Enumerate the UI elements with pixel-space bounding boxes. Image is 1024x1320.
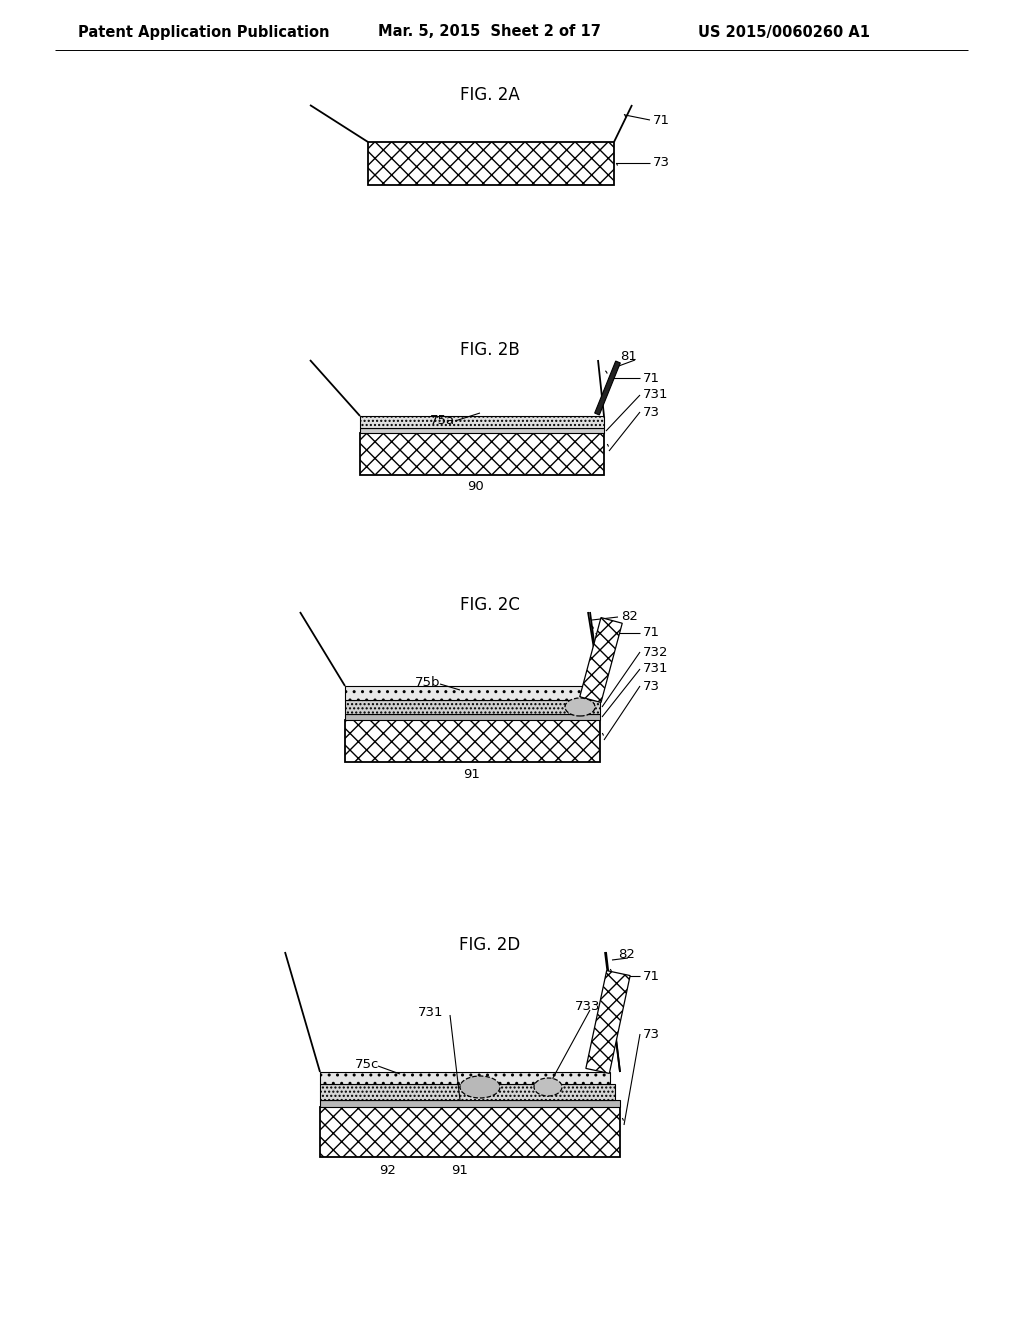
Text: 82: 82 [621,610,638,623]
Bar [319,1107,620,1158]
Text: 71: 71 [643,371,660,384]
Text: 81: 81 [620,351,637,363]
Polygon shape [586,970,630,1073]
Ellipse shape [534,1078,562,1096]
Text: 731: 731 [418,1006,443,1019]
Bar [319,1084,615,1100]
Bar [319,1100,620,1107]
Text: 75c: 75c [355,1057,379,1071]
Text: 92: 92 [380,1163,396,1176]
Text: 75a: 75a [430,413,455,426]
Bar [345,686,600,700]
Bar [360,416,604,428]
Polygon shape [580,618,623,702]
Text: FIG. 2B: FIG. 2B [460,341,520,359]
Text: 732: 732 [643,645,669,659]
Bar [360,433,604,475]
Bar [345,719,600,762]
Text: 71: 71 [653,114,670,127]
Text: 731: 731 [643,388,669,401]
Text: 91: 91 [464,767,480,780]
Text: 733: 733 [575,1001,600,1014]
Text: 75b: 75b [415,676,440,689]
Bar [368,143,614,185]
Text: 71: 71 [643,969,660,982]
Polygon shape [595,362,621,414]
Text: 82: 82 [618,948,635,961]
Text: 73: 73 [643,405,660,418]
Text: Patent Application Publication: Patent Application Publication [78,25,330,40]
Bar [319,1072,610,1084]
Text: 73: 73 [653,157,670,169]
Text: 73: 73 [643,680,660,693]
Text: FIG. 2C: FIG. 2C [460,597,520,614]
Bar [345,700,600,714]
Text: US 2015/0060260 A1: US 2015/0060260 A1 [698,25,870,40]
Text: 731: 731 [643,663,669,676]
Text: FIG. 2A: FIG. 2A [460,86,520,104]
Text: Mar. 5, 2015  Sheet 2 of 17: Mar. 5, 2015 Sheet 2 of 17 [378,25,601,40]
Text: 73: 73 [643,1027,660,1040]
Text: 91: 91 [452,1163,468,1176]
Text: FIG. 2D: FIG. 2D [460,936,520,954]
Text: 90: 90 [467,480,483,494]
Bar [360,428,604,433]
Bar [345,714,600,719]
Text: 71: 71 [643,627,660,639]
Ellipse shape [460,1076,500,1098]
Ellipse shape [565,698,595,715]
